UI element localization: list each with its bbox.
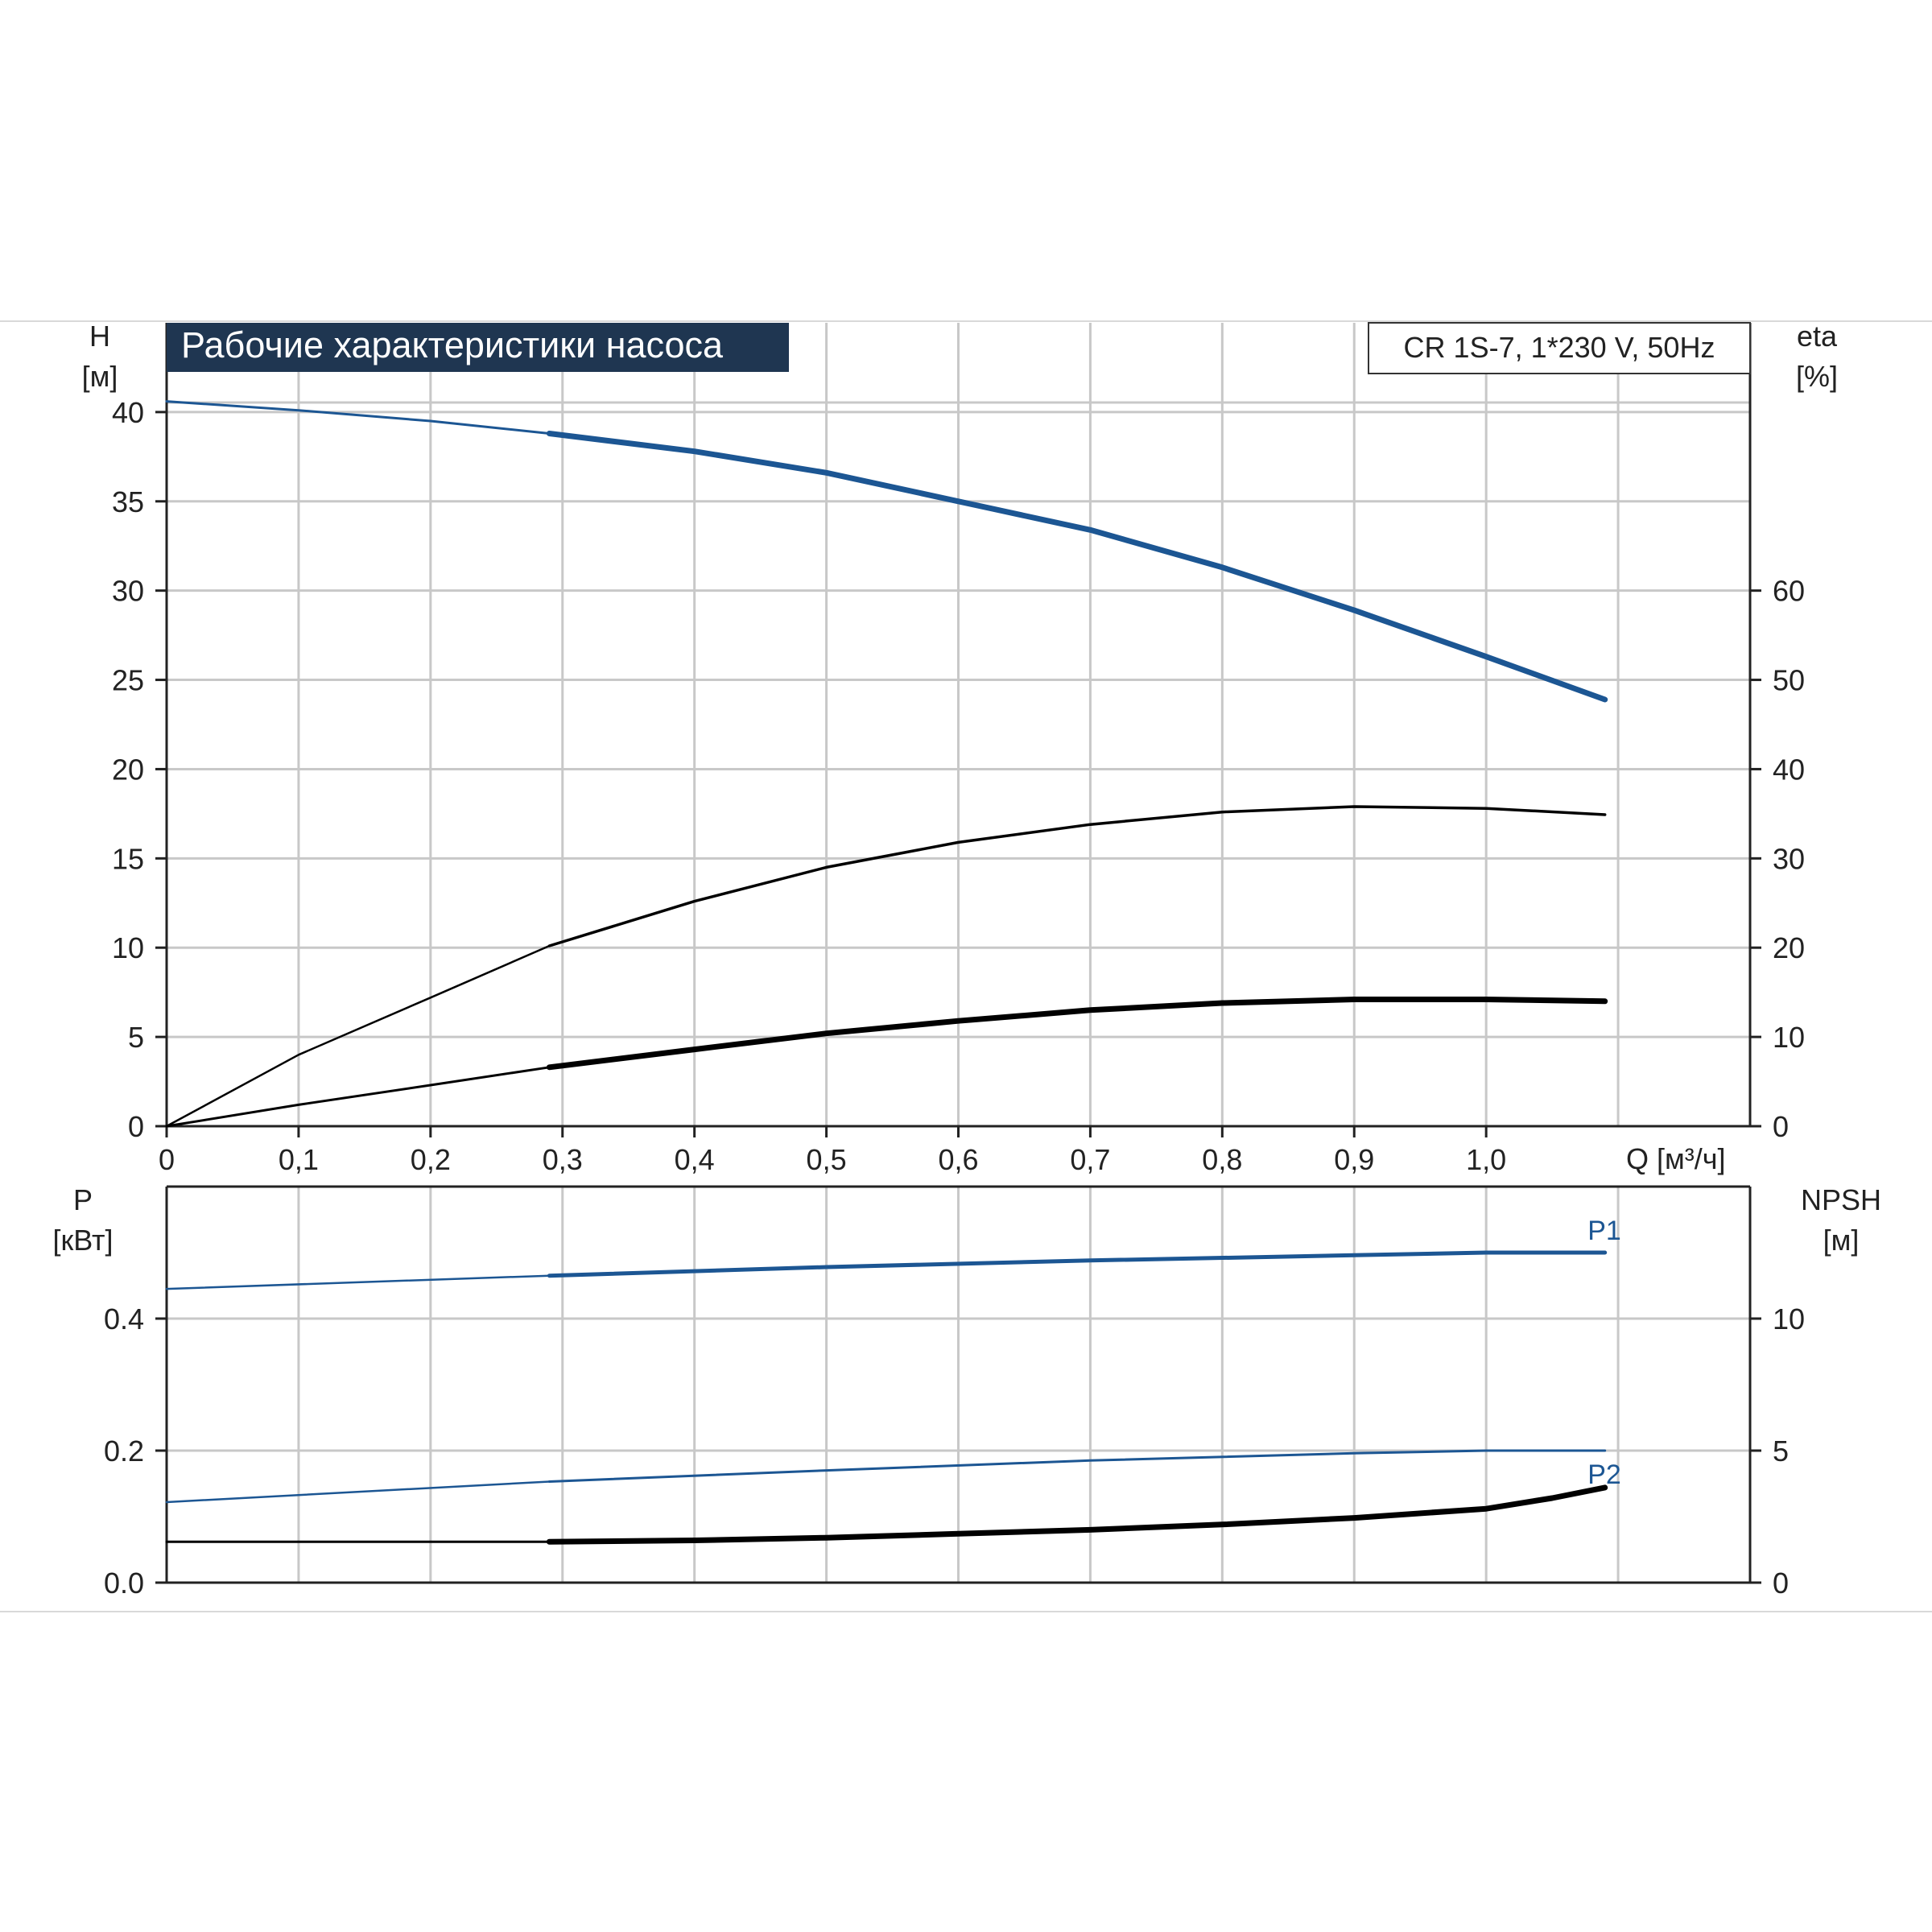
upper-right-axis-label-top: eta <box>1797 320 1838 353</box>
lower-left-tick-label: 0.4 <box>104 1302 144 1335</box>
upper-series-3-line-thin <box>165 1066 551 1128</box>
upper-right-tick-label: 40 <box>1773 753 1805 786</box>
x-tick-label: 0,8 <box>1202 1143 1242 1176</box>
lower-series-p2-line-thick <box>547 1449 1607 1483</box>
series-layer <box>165 400 1608 1545</box>
upper-right-tick-label: 60 <box>1773 575 1805 608</box>
title-box <box>167 323 789 372</box>
upper-left-tick-label: 0 <box>128 1110 144 1143</box>
upper-left-tick-label: 10 <box>112 931 144 964</box>
upper-left-tick-label: 25 <box>112 664 144 697</box>
upper-series-2-line-thin <box>165 944 551 1128</box>
axes-layer <box>155 323 1761 1584</box>
grid-layer <box>167 323 1750 1583</box>
model-label-box <box>1368 322 1751 374</box>
upper-left-tick-label: 5 <box>128 1021 144 1054</box>
x-tick-label: 0,9 <box>1334 1143 1374 1176</box>
upper-left-axis-label-bottom: [м] <box>82 360 118 393</box>
upper-left-tick-label: 15 <box>112 842 144 875</box>
chart-title: Рабочие характеристики насоса <box>181 324 724 365</box>
lower-right-axis-label-bottom: [м] <box>1823 1224 1860 1257</box>
x-tick-label: 0,5 <box>807 1143 847 1176</box>
upper-right-tick-label: 30 <box>1773 842 1805 875</box>
upper-left-axis-label-top: H <box>89 320 110 353</box>
lower-right-axis-label-top: NPSH <box>1801 1183 1881 1216</box>
lower-right-tick-label: 5 <box>1773 1435 1789 1468</box>
upper-series-1-line-thick <box>546 431 1608 703</box>
x-tick-label: 0,2 <box>411 1143 451 1176</box>
x-tick-label: 0,6 <box>938 1143 978 1176</box>
lower-right-tick-label: 0 <box>1773 1567 1789 1600</box>
lower-series-p2-line-thin <box>165 1480 551 1504</box>
lower-series-p1-line-thick <box>547 1250 1608 1278</box>
lower-left-tick-label: 0.2 <box>104 1435 144 1468</box>
x-tick-label: 0,7 <box>1070 1143 1110 1176</box>
lower-left-axis-label-bottom: [кВт] <box>52 1224 113 1257</box>
lower-left-tick-label: 0.0 <box>104 1567 144 1600</box>
series-label-p1: P1 <box>1587 1216 1621 1246</box>
upper-left-tick-label: 30 <box>112 575 144 608</box>
upper-series-3-line-thick <box>546 997 1608 1071</box>
upper-left-tick-label: 35 <box>112 485 144 518</box>
x-tick-label: 1,0 <box>1466 1143 1506 1176</box>
lower-left-axis-label-top: P <box>73 1183 93 1216</box>
x-tick-label: 0,4 <box>675 1143 715 1176</box>
lower-right-tick-label: 10 <box>1773 1302 1805 1335</box>
upper-right-tick-label: 0 <box>1773 1110 1789 1143</box>
x-tick-label: 0,3 <box>543 1143 583 1176</box>
lower-series-3-line-thick <box>546 1484 1608 1545</box>
upper-right-axis-label-bottom: [%] <box>1796 360 1838 393</box>
upper-right-tick-label: 50 <box>1773 664 1805 697</box>
x-tick-label: 0,1 <box>279 1143 319 1176</box>
x-tick-label: 0 <box>159 1143 175 1176</box>
upper-left-tick-label: 20 <box>112 753 144 786</box>
upper-series-2-line-thick <box>547 805 1607 947</box>
upper-series-1-line-thin <box>165 400 551 435</box>
upper-right-tick-label: 20 <box>1773 931 1805 964</box>
upper-right-tick-label: 10 <box>1773 1021 1805 1054</box>
x-axis-label: Q [м³/ч] <box>1626 1142 1726 1175</box>
lower-series-p1-line-thin <box>165 1274 551 1290</box>
series-label-p2: P2 <box>1587 1459 1621 1490</box>
upper-left-tick-label: 40 <box>112 396 144 429</box>
model-label: CR 1S-7, 1*230 V, 50Hz <box>1404 331 1715 364</box>
